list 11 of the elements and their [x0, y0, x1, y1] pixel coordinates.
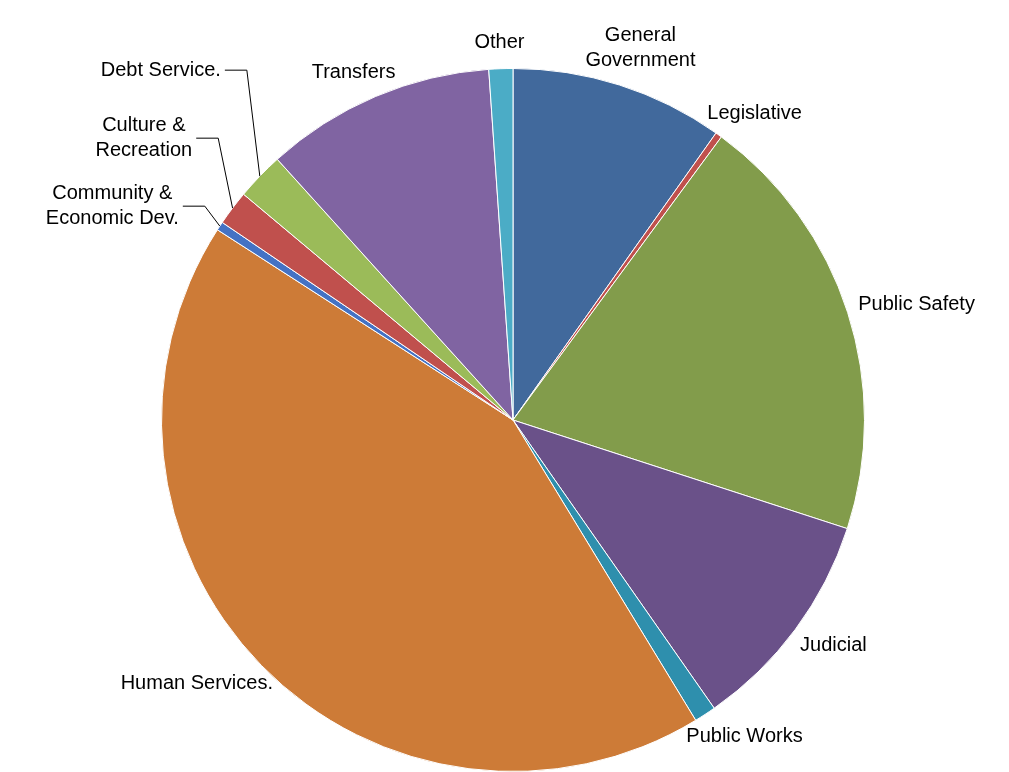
slice-label: Other [474, 29, 525, 52]
slice-label: Legislative [707, 101, 802, 124]
slice-label: Public Safety [858, 291, 975, 314]
slice-label: Transfers [311, 59, 396, 82]
slice-label: Judicial [800, 632, 867, 655]
slice-label: Community & Economic Dev. [45, 181, 179, 229]
slice-label: Debt Service. [100, 57, 221, 80]
slice-label: Public Works [686, 724, 803, 747]
slice-label: Culture & Recreation [95, 113, 193, 161]
slice-label: Human Services. [120, 671, 273, 694]
slice-label: General Government [585, 22, 696, 70]
